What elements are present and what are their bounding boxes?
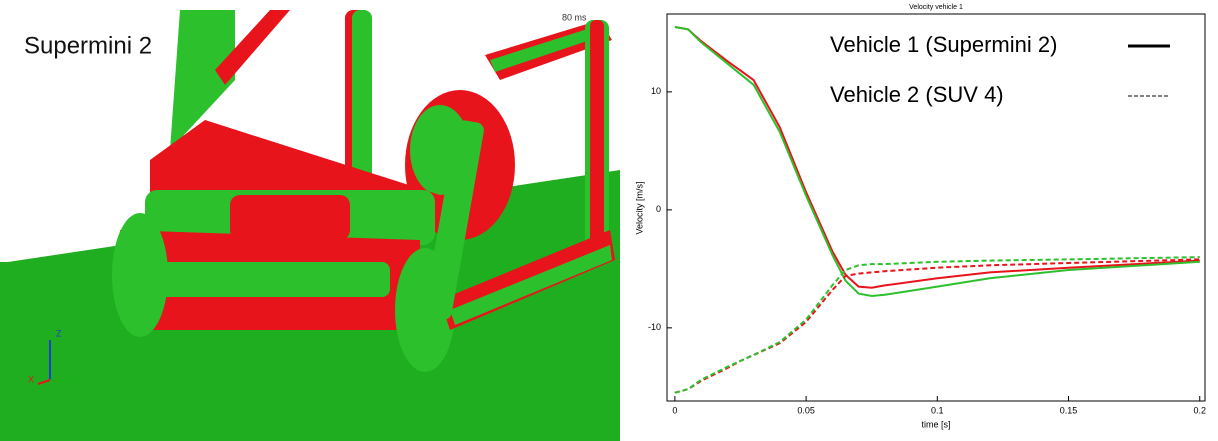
axis-label: X xyxy=(28,374,34,384)
time-label: 80 ms xyxy=(562,12,587,22)
plot-frame xyxy=(667,14,1205,401)
x-tick-label: 0.2 xyxy=(1193,405,1206,415)
axis-label: Z xyxy=(56,328,62,338)
scene: Z Y X 80 ms Supermini 2 xyxy=(0,0,620,441)
y-tick-label: 0 xyxy=(656,204,661,214)
series-line xyxy=(675,27,1200,288)
axis-label: Y xyxy=(78,376,84,386)
pillar xyxy=(590,20,604,260)
wheel xyxy=(112,213,168,337)
legend-label: Vehicle 2 (SUV 4) xyxy=(830,82,1004,107)
x-tick-label: 0.05 xyxy=(797,405,815,415)
y-tick-label: -10 xyxy=(648,322,661,332)
scene-label: Supermini 2 xyxy=(24,32,152,59)
series-line xyxy=(675,259,1200,392)
bumper xyxy=(230,195,350,240)
page: Z Y X 80 ms Supermini 2 Velocity vehicle… xyxy=(0,0,1218,441)
chart-title: Velocity vehicle 1 xyxy=(909,4,963,11)
y-axis-label: Velocity [m/s] xyxy=(634,181,644,234)
x-tick-label: 0.15 xyxy=(1060,405,1078,415)
y-tick-label: 10 xyxy=(651,86,661,96)
x-tick-label: 0 xyxy=(672,405,677,415)
legend-label: Vehicle 1 (Supermini 2) xyxy=(830,32,1057,57)
series-line xyxy=(675,27,1200,296)
x-axis-label: time [s] xyxy=(921,419,950,429)
x-tick-label: 0.1 xyxy=(931,405,944,415)
figure: Z Y X 80 ms Supermini 2 Velocity vehicle… xyxy=(0,0,1218,441)
chart: Velocity vehicle 1 time [s] Velocity [m/… xyxy=(634,4,1206,430)
lower-bumper xyxy=(140,262,390,297)
